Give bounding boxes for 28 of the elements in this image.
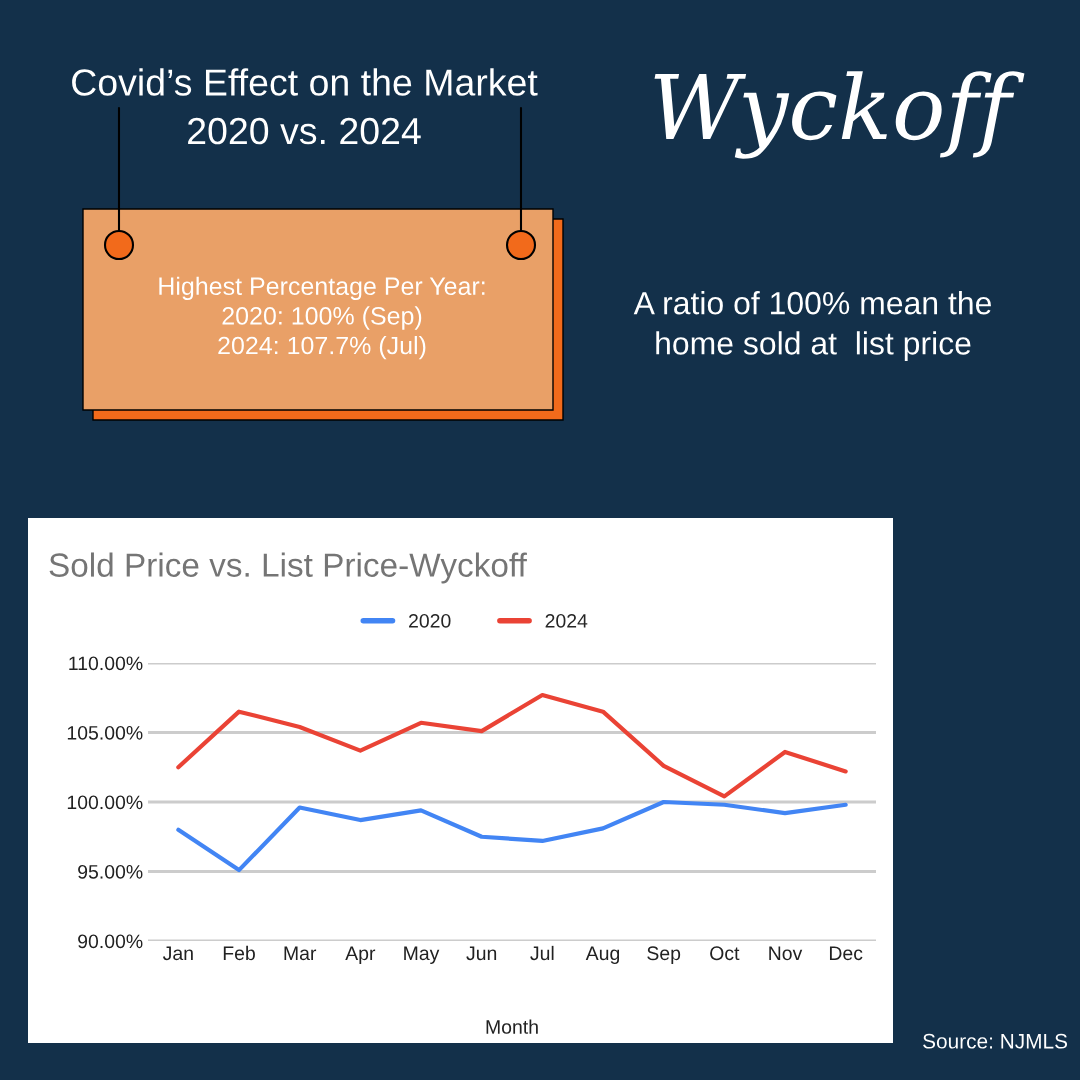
x-tick-label: Jul bbox=[530, 945, 554, 961]
x-tick-label: Oct bbox=[710, 946, 740, 961]
source-note: Source: NJMLS bbox=[923, 1033, 1068, 1049]
y-tick-label: 100.00% bbox=[67, 795, 143, 810]
x-tick-label: Apr bbox=[345, 946, 376, 964]
y-tick-label: 105.00% bbox=[67, 725, 143, 740]
x-tick-label: Jan bbox=[162, 946, 193, 961]
y-tick-label: 110.00% bbox=[69, 656, 143, 671]
x-tick-label: Dec bbox=[829, 946, 863, 961]
x-axis-title: Month bbox=[486, 1019, 538, 1034]
text: Wyckoff bbox=[654, 71, 1025, 159]
text: A ratio of 100% mean the home sold at list price bbox=[633, 291, 991, 361]
text: Highest Percentage Per Year: 2020: 100% (Sep) 2024: 107.7% (Jul) bbox=[159, 276, 485, 360]
legend-label: 2020 bbox=[409, 613, 451, 628]
text: Covid’s Effect on the Market 2020 vs. 2024 bbox=[72, 68, 538, 145]
y-tick-label: 95.00% bbox=[78, 864, 143, 879]
line-series bbox=[176, 799, 848, 873]
x-tick-label: Feb bbox=[223, 945, 255, 961]
x-tick-label: Mar bbox=[284, 946, 317, 961]
x-tick-label: Aug bbox=[585, 946, 620, 964]
x-tick-label: Jun bbox=[466, 946, 497, 961]
x-tick-label: May bbox=[404, 946, 440, 964]
legend-label: 2024 bbox=[545, 613, 588, 628]
y-tick-label: 90.00% bbox=[78, 934, 143, 949]
chart-title: Sold Price vs. List Price-Wyckoff bbox=[49, 552, 527, 584]
x-tick-label: Nov bbox=[769, 946, 803, 961]
x-tick-label: Sep bbox=[647, 946, 681, 964]
line-series bbox=[176, 692, 848, 799]
